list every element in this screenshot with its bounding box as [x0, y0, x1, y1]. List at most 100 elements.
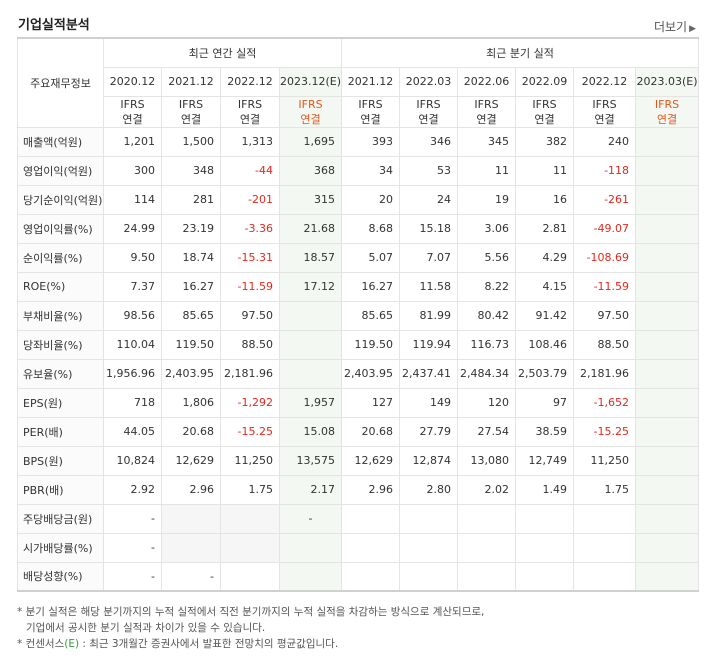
- value-cell: 12,749: [515, 445, 575, 476]
- value-cell: [399, 532, 459, 563]
- table-row: 부채비율(%) 98.56 85.65 97.50 85.65 81.99 80.42 91.…: [17, 300, 700, 331]
- value-cell: 1,695: [278, 126, 343, 157]
- value-cell: 27.79: [399, 416, 459, 447]
- row-label: ROE(%): [17, 271, 104, 302]
- value-cell: [399, 503, 459, 534]
- value-cell: -1,292: [220, 387, 280, 418]
- value-cell: 10,824: [103, 445, 162, 476]
- value-cell: [278, 561, 343, 592]
- value-cell: 5.56: [457, 242, 517, 273]
- basis-header: IFRS 연결: [278, 95, 343, 128]
- value-cell: [220, 503, 280, 534]
- value-cell: 2,437.41: [399, 358, 459, 389]
- value-cell: 91.42: [515, 300, 575, 331]
- value-cell: 1,201: [103, 126, 162, 157]
- value-cell: 119.94: [399, 329, 459, 360]
- value-cell: 11,250: [573, 445, 637, 476]
- value-cell: -1,652: [573, 387, 637, 418]
- value-cell: 18.74: [161, 242, 221, 273]
- table-row: PBR(배) 2.92 2.96 1.75 2.17 2.96 2.80 2.02 1.49 1.…: [17, 474, 700, 505]
- value-cell: -3.36: [220, 213, 280, 244]
- value-cell: 8.22: [457, 271, 517, 302]
- period-header: 2022.03: [399, 66, 459, 97]
- value-cell: 81.99: [399, 300, 459, 331]
- value-cell: 88.50: [220, 329, 280, 360]
- value-cell: 149: [399, 387, 459, 418]
- value-cell: 97.50: [220, 300, 280, 331]
- row-label: PBR(배): [17, 474, 104, 505]
- value-cell: 11: [457, 155, 517, 186]
- value-cell: -261: [573, 184, 637, 215]
- value-cell: [278, 532, 343, 563]
- value-cell: 4.29: [515, 242, 575, 273]
- value-cell: [635, 503, 700, 534]
- basis-scope: 연결: [239, 112, 261, 126]
- footnote-2: * 컨센서스(E) : 최근 3개월간 증권사에서 발표한 전망치의 평균값입니…: [17, 636, 484, 652]
- value-cell: 108.46: [515, 329, 575, 360]
- footnote-2-text: : 최근 3개월간 증권사에서 발표한 전망치의 평균값입니다.: [79, 638, 339, 650]
- value-cell: 345: [457, 126, 517, 157]
- table-row: 매출액(억원) 1,201 1,500 1,313 1,695 393 346 345 382 2…: [17, 126, 700, 157]
- basis-standard: IFRS: [298, 97, 323, 111]
- value-cell: 368: [278, 155, 343, 186]
- value-cell: 1,957: [278, 387, 343, 418]
- basis-header: IFRS 연결: [341, 95, 401, 128]
- table-row: 주당배당금(원) - -: [17, 503, 700, 534]
- basis-standard: IFRS: [592, 97, 617, 111]
- more-label[interactable]: 더보기: [653, 20, 688, 34]
- value-cell: 2.96: [161, 474, 221, 505]
- value-cell: -: [278, 503, 343, 534]
- row-label: 주당배당금(원): [17, 503, 104, 534]
- value-cell: 15.08: [278, 416, 343, 447]
- more-link[interactable]: 더보기 ▶: [654, 18, 696, 35]
- value-cell: -15.25: [573, 416, 637, 447]
- value-cell: 20: [341, 184, 401, 215]
- value-cell: -118: [573, 155, 637, 186]
- table-row: BPS(원) 10,824 12,629 11,250 13,575 12,629 12,8…: [17, 445, 700, 476]
- value-cell: 12,629: [161, 445, 221, 476]
- annual-group-header: 최근 연간 실적: [102, 37, 343, 68]
- value-cell: 1.49: [515, 474, 575, 505]
- value-cell: 1,956.96: [103, 358, 162, 389]
- table-row: 당좌비율(%) 110.04 119.50 88.50 119.50 119.94 116.…: [17, 329, 700, 360]
- value-cell: 3.06: [457, 213, 517, 244]
- value-cell: 44.05: [103, 416, 162, 447]
- period-header: 2022.09: [515, 66, 575, 97]
- value-cell: 13,080: [457, 445, 517, 476]
- value-cell: 2.02: [457, 474, 517, 505]
- row-label: 영업이익률(%): [17, 213, 104, 244]
- value-cell: 348: [161, 155, 221, 186]
- value-cell: 13,575: [278, 445, 343, 476]
- value-cell: [341, 503, 401, 534]
- basis-scope: 연결: [360, 112, 381, 126]
- basis-header: IFRS 연결: [161, 95, 221, 128]
- basis-scope: 연결: [418, 112, 439, 126]
- row-label-header: 주요재무정보: [17, 37, 104, 128]
- basis-standard: IFRS: [120, 97, 145, 111]
- value-cell: [635, 300, 700, 331]
- row-label: 배당성향(%): [17, 561, 104, 592]
- basis-standard: IFRS: [654, 97, 680, 111]
- value-cell: -11.59: [220, 271, 280, 302]
- value-cell: 2,403.95: [341, 358, 401, 389]
- table-row: EPS(원) 718 1,806 -1,292 1,957 127 149 120 97 -1,6…: [17, 387, 700, 418]
- value-cell: 18.57: [278, 242, 343, 273]
- table-row: 순이익률(%) 9.50 18.74 -15.31 18.57 5.07 7.07 5.56 4…: [17, 242, 700, 273]
- value-cell: [220, 532, 280, 563]
- value-cell: 4.15: [515, 271, 575, 302]
- period-header: 2020.12: [103, 66, 162, 97]
- value-cell: 1,313: [220, 126, 280, 157]
- value-cell: [515, 503, 575, 534]
- value-cell: [278, 329, 343, 360]
- table-row: 영업이익(억원) 300 348 -44 368 34 53 11 11 -118: [17, 155, 700, 186]
- value-cell: 80.42: [457, 300, 517, 331]
- value-cell: [515, 532, 575, 563]
- value-cell: -: [161, 561, 221, 592]
- value-cell: 346: [399, 126, 459, 157]
- value-cell: 11: [515, 155, 575, 186]
- value-cell: [635, 445, 700, 476]
- value-cell: 315: [278, 184, 343, 215]
- value-cell: 2.92: [103, 474, 162, 505]
- value-cell: 2,503.79: [515, 358, 575, 389]
- table-row: 영업이익률(%) 24.99 23.19 -3.36 21.68 8.68 15.18 3.0…: [17, 213, 700, 244]
